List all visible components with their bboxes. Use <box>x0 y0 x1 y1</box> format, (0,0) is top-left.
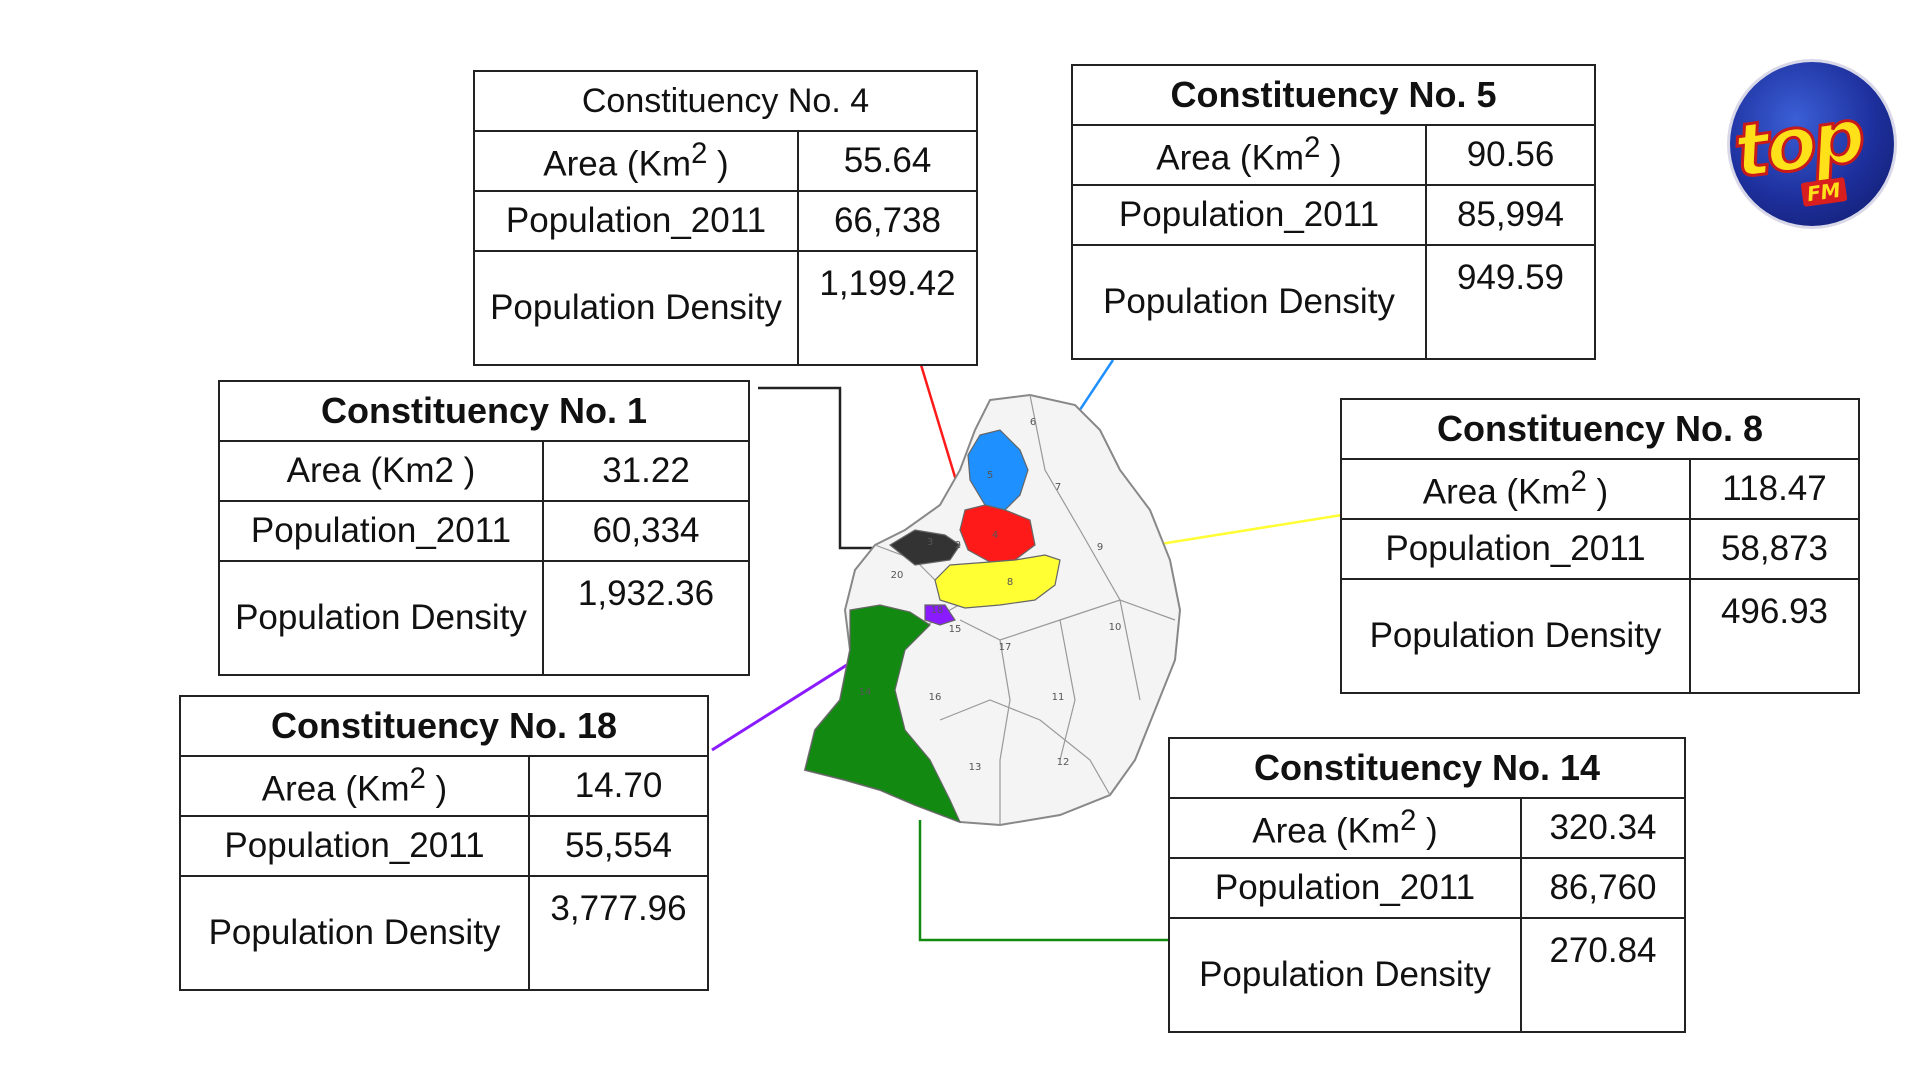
population-label: Population_2011 <box>179 815 530 877</box>
constituency-table-no4: Constituency No. 4 Area (Km2 ) 55.64 Pop… <box>473 70 978 366</box>
logo-text: top <box>1727 91 1868 197</box>
area-label: Area (Km2 ) <box>1071 124 1427 186</box>
region-number-labels: 6 7 9 10 11 12 13 15 16 17 20 3 2 5 4 8 18 14 <box>859 417 1122 773</box>
population-label: Population_2011 <box>473 190 799 252</box>
map-region-number: 16 <box>929 692 942 703</box>
population-label: Population_2011 <box>1340 518 1691 580</box>
map-region-number: 17 <box>999 642 1012 653</box>
density-label: Population Density <box>1168 917 1522 1033</box>
region-no14 <box>804 604 962 824</box>
map-region-number: 3 <box>927 537 933 548</box>
region-no4 <box>959 504 1036 563</box>
map-region-number: 7 <box>1055 482 1061 493</box>
map-region-number: 4 <box>992 530 998 541</box>
density-value: 949.59 <box>1425 244 1596 360</box>
density-label: Population Density <box>1071 244 1427 360</box>
area-value: 14.70 <box>528 755 709 817</box>
connector-no14 <box>918 820 1168 942</box>
map-region-number: 20 <box>891 570 904 581</box>
population-value: 58,873 <box>1689 518 1860 580</box>
area-value: 31.22 <box>542 440 750 502</box>
region-no18 <box>924 604 956 626</box>
population-value: 60,334 <box>542 500 750 562</box>
area-label: Area (Km2 ) <box>179 755 530 817</box>
table-title: Constituency No. 18 <box>179 695 709 757</box>
table-title: Constituency No. 14 <box>1168 737 1686 799</box>
constituency-table-no1: Constituency No. 1 Area (Km2 ) 31.22 Pop… <box>218 380 750 676</box>
constituency-table-no14: Constituency No. 14 Area (Km2 ) 320.34 P… <box>1168 737 1686 1033</box>
map-region-number: 2 <box>955 540 961 551</box>
density-value: 270.84 <box>1520 917 1686 1033</box>
map-region-number: 10 <box>1109 622 1122 633</box>
density-value: 3,777.96 <box>528 875 709 991</box>
map-region-number: 18 <box>931 605 944 616</box>
map-region-number: 5 <box>987 470 993 481</box>
population-label: Population_2011 <box>218 500 544 562</box>
constituency-table-no8: Constituency No. 8 Area (Km2 ) 118.47 Po… <box>1340 398 1860 694</box>
map-region-number: 8 <box>1007 577 1013 588</box>
logo-badge: top FM <box>1727 62 1894 226</box>
population-value: 86,760 <box>1520 857 1686 919</box>
density-label: Population Density <box>1340 578 1691 694</box>
region-no5 <box>967 429 1029 511</box>
constituency-table-no18: Constituency No. 18 Area (Km2 ) 14.70 Po… <box>179 695 709 991</box>
table-title: Constituency No. 8 <box>1340 398 1860 460</box>
population-label: Population_2011 <box>1071 184 1427 246</box>
table-title: Constituency No. 1 <box>218 380 750 442</box>
area-value: 118.47 <box>1689 458 1860 520</box>
area-value: 90.56 <box>1425 124 1596 186</box>
density-label: Population Density <box>473 250 799 366</box>
map-region-number: 11 <box>1052 692 1065 703</box>
map-region-number: 12 <box>1057 757 1070 768</box>
density-value: 1,199.42 <box>797 250 978 366</box>
table-title: Constituency No. 5 <box>1071 64 1596 126</box>
area-label: Area (Km2 ) <box>218 440 544 502</box>
population-label: Population_2011 <box>1168 857 1522 919</box>
density-value: 496.93 <box>1689 578 1860 694</box>
top-fm-logo: top FM <box>1727 62 1894 226</box>
population-value: 66,738 <box>797 190 978 252</box>
map-region-number: 6 <box>1030 417 1036 428</box>
map-region-number: 14 <box>859 687 872 698</box>
area-label: Area (Km2 ) <box>1340 458 1691 520</box>
map-region-number: 13 <box>969 762 982 773</box>
population-value: 55,554 <box>528 815 709 877</box>
region-no8 <box>934 554 1061 609</box>
highlighted-regions <box>804 429 1061 824</box>
region-no1 <box>888 529 961 566</box>
table-title: Constituency No. 4 <box>473 70 978 132</box>
map-region-number: 15 <box>949 624 962 635</box>
density-label: Population Density <box>218 560 544 676</box>
area-label: Area (Km2 ) <box>1168 797 1522 859</box>
constituency-table-no5: Constituency No. 5 Area (Km2 ) 90.56 Pop… <box>1071 64 1596 360</box>
area-label: Area (Km2 ) <box>473 130 799 192</box>
map-region-number: 9 <box>1097 542 1103 553</box>
area-value: 55.64 <box>797 130 978 192</box>
density-value: 1,932.36 <box>542 560 750 676</box>
population-value: 85,994 <box>1425 184 1596 246</box>
logo-fm-text: FM <box>1800 177 1848 207</box>
density-label: Population Density <box>179 875 530 991</box>
area-value: 320.34 <box>1520 797 1686 859</box>
